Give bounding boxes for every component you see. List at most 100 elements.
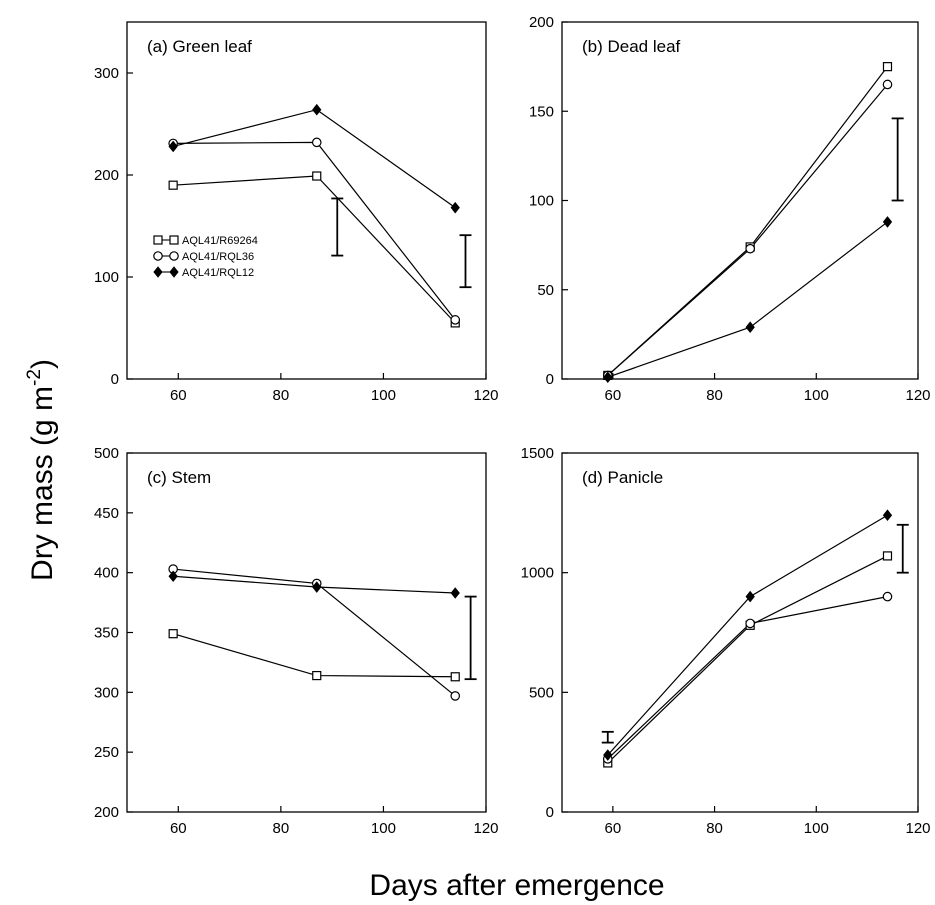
chart-panels: 60 80 100 120 0 100 200 300 (a) Green leaf 60 80 10…: [94, 14, 931, 837]
diamond-marker: [745, 590, 755, 603]
error-bar: [891, 117, 904, 202]
diamond-marker: [745, 321, 755, 334]
y-tick-label: 400: [94, 565, 119, 582]
diamond-marker: [450, 201, 460, 214]
chart-panel-green-leaf: 60 80 100 120 0 100 200 300 (a) Green leaf: [94, 21, 499, 404]
error-bar: [601, 730, 614, 744]
series-line: [172, 633, 456, 678]
x-tick-label: 80: [706, 387, 723, 404]
y-tick-label: 150: [529, 103, 554, 120]
circle-marker: [153, 251, 163, 261]
x-tick-label: 120: [905, 820, 930, 837]
y-tick-label: 0: [546, 371, 554, 388]
y-axis-title: Dry mass (g m-2): [24, 359, 59, 581]
y-tick-label: 300: [94, 65, 119, 82]
x-tick-label: 60: [605, 820, 622, 837]
y-tick-label: 0: [111, 371, 119, 388]
legend-item: AQL41/RQL36: [153, 251, 254, 263]
chart-panel-panicle: 60 80 100 120 0 500 1000 1500 (d) Panicle: [521, 445, 931, 837]
plot-frame: [126, 452, 487, 813]
series-line: [173, 175, 456, 324]
plot-frame: [126, 21, 487, 380]
x-tick-label: 80: [273, 387, 290, 404]
circle-marker: [311, 137, 322, 148]
square-marker: [312, 171, 322, 181]
error-bar: [459, 234, 472, 289]
y-tick-label: 500: [94, 445, 119, 462]
diamond-marker: [312, 581, 322, 593]
circle-marker: [745, 243, 755, 254]
x-tick-label: 60: [605, 387, 622, 404]
square-marker: [168, 629, 178, 639]
diamond-marker: [882, 509, 893, 522]
panel-title: (c) Stem: [147, 468, 211, 487]
y-tick-label: 350: [94, 625, 119, 642]
chart-panel-dead-leaf: 60 80 100 120 0 50 100 150 200 (b) Dead leaf: [529, 14, 931, 404]
legend-label: AQL41/R69264: [182, 235, 258, 247]
panel-title: (a) Green leaf: [147, 37, 252, 56]
x-tick-label: 100: [371, 820, 396, 837]
diamond-marker: [169, 266, 179, 278]
diamond-marker: [168, 570, 178, 583]
circle-marker: [450, 315, 461, 325]
circle-marker: [882, 79, 893, 90]
diamond-marker: [450, 587, 460, 599]
square-marker: [312, 670, 322, 681]
legend: AQL41/R69264 AQL41/RQL36 AQL41/RQL12: [153, 235, 258, 279]
panel-title: (b) Dead leaf: [582, 37, 681, 56]
x-tick-label: 60: [170, 820, 187, 837]
y-tick-label: 300: [94, 684, 119, 701]
x-tick-label: 100: [804, 387, 829, 404]
y-tick-label: 200: [94, 804, 119, 821]
x-tick-label: 120: [473, 820, 498, 837]
y-tick-label: 200: [94, 167, 119, 184]
x-tick-label: 120: [473, 387, 498, 404]
square-marker: [153, 235, 163, 245]
x-tick-label: 80: [273, 820, 290, 837]
y-tick-label: 1000: [521, 565, 554, 582]
y-tick-label: 250: [94, 744, 119, 761]
legend-label: AQL41/RQL36: [182, 251, 254, 263]
y-tick-label: 500: [529, 684, 554, 701]
legend-label: AQL41/RQL12: [182, 267, 254, 279]
y-axis-title-superscript: -2: [24, 369, 45, 386]
y-tick-label: 1500: [521, 445, 554, 462]
diamond-marker: [603, 371, 613, 384]
legend-item: AQL41/R69264: [153, 235, 258, 247]
series-line: [173, 109, 456, 209]
error-bar: [896, 523, 909, 574]
y-tick-label: 450: [94, 505, 119, 522]
square-marker: [450, 672, 460, 682]
diamond-marker: [603, 749, 613, 761]
x-tick-label: 80: [706, 820, 723, 837]
y-axis-title-close: ): [26, 359, 59, 369]
diamond-marker: [168, 140, 178, 153]
diamond-marker: [312, 103, 322, 116]
square-marker: [168, 180, 178, 190]
circle-marker: [169, 251, 179, 261]
chart-panel-stem: 60 80 100 120 200 250 300 350 400 450 500 (c) Stem: [94, 445, 499, 837]
y-tick-label: 100: [94, 269, 119, 286]
y-tick-label: 100: [529, 193, 554, 210]
series-line: [607, 84, 888, 376]
panel-title: (d) Panicle: [582, 468, 663, 487]
error-bar: [331, 197, 344, 257]
x-tick-label: 100: [371, 387, 396, 404]
x-tick-label: 100: [804, 820, 829, 837]
diamond-marker: [882, 216, 893, 228]
y-tick-label: 200: [529, 14, 554, 31]
circle-marker: [745, 618, 755, 629]
y-axis-title-main: Dry mass (g m: [26, 386, 59, 581]
x-tick-label: 120: [905, 387, 930, 404]
circle-marker: [450, 691, 461, 701]
error-bar: [464, 595, 477, 681]
legend-item: AQL41/RQL12: [153, 266, 254, 279]
plot-frame: [561, 452, 919, 813]
x-axis-title: Days after emergence: [369, 869, 664, 902]
y-tick-label: 0: [546, 804, 554, 821]
series-line: [607, 555, 888, 764]
y-tick-label: 50: [537, 282, 554, 299]
square-marker: [882, 551, 893, 561]
series-line: [173, 141, 456, 321]
